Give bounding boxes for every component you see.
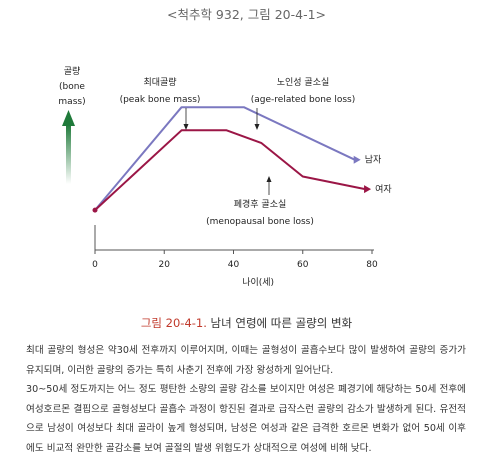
annotation-menopausal-arrowhead bbox=[266, 176, 272, 182]
increase-arrow-shaft bbox=[66, 124, 71, 184]
figure-number: 그림 20-4-1. bbox=[140, 316, 207, 330]
body-paragraph-2: 30~50세 정도까지는 어느 정도 평탄한 소량의 골량 감소를 보이지만 여… bbox=[26, 384, 466, 454]
x-tick-label: 40 bbox=[228, 260, 240, 270]
source-caption: <척추학 932, 그림 20-4-1> bbox=[166, 7, 327, 22]
origin-point bbox=[92, 207, 98, 213]
x-axis-label: 나이(세) bbox=[242, 277, 274, 288]
legend-label-female: 여자 bbox=[375, 183, 392, 195]
figure-title: 남녀 연령에 따른 골량의 변화 bbox=[206, 316, 353, 330]
figure-caption: 그림 20-4-1. 남녀 연령에 따른 골량의 변화 bbox=[0, 315, 493, 331]
y-axis-label-line-1: 골량 bbox=[64, 65, 81, 77]
annotation-peak-arrowhead bbox=[183, 124, 189, 130]
x-tick-label: 20 bbox=[159, 260, 171, 270]
increase-arrow-head bbox=[62, 110, 75, 126]
body-paragraph-1: 최대 골량의 형성은 약30세 전후까지 이루어지며, 이때는 골형성이 골흡수… bbox=[26, 345, 466, 376]
series-line-male bbox=[94, 106, 356, 211]
annotation-age-arrowhead bbox=[254, 124, 260, 130]
annotation-peak-line-2: (peak bone mass) bbox=[120, 95, 201, 105]
series-line-female bbox=[94, 129, 366, 211]
x-tick-label: 80 bbox=[366, 260, 378, 270]
annotation-peak-line-1: 최대골량 bbox=[143, 76, 176, 88]
x-tick-label: 60 bbox=[297, 260, 309, 270]
annotation-menopausal-line-2: (menopausal bone loss) bbox=[206, 217, 314, 227]
series-end-arrow-female bbox=[364, 185, 372, 194]
annotation-age-line-1: 노인성 골소실 bbox=[277, 77, 330, 88]
y-axis-label-line-2: (bone bbox=[59, 82, 85, 92]
annotation-age-line-2: (age-related bone loss) bbox=[251, 95, 355, 105]
y-axis-label-line-3: mass) bbox=[58, 97, 85, 107]
legend-label-male: 남자 bbox=[365, 155, 382, 166]
annotation-menopausal-line-1: 폐경후 골소실 bbox=[234, 198, 287, 210]
body-text: 최대 골량의 형성은 약30세 전후까지 이루어지며, 이때는 골형성이 골흡수… bbox=[26, 341, 466, 458]
x-tick-label: 0 bbox=[92, 260, 98, 270]
series-end-arrow-male bbox=[353, 155, 361, 164]
